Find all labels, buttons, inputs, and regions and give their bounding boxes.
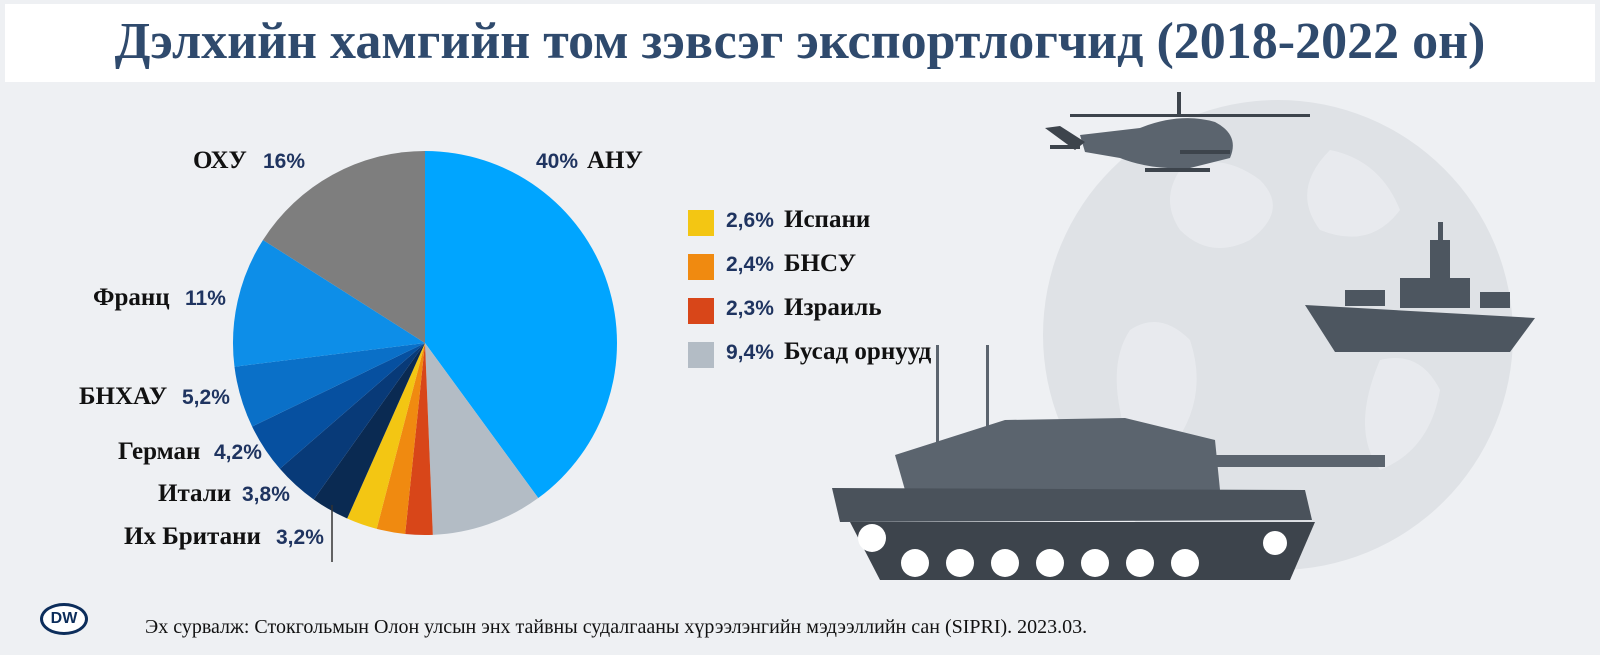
legend-label: Испани <box>784 206 871 233</box>
pie-slice <box>405 343 433 535</box>
legend-value: 2,6% <box>726 209 774 232</box>
legend-value: 2,4% <box>726 253 774 276</box>
legend-label: Бусад орнууд <box>784 338 932 365</box>
slice-label: Франц <box>93 284 170 311</box>
slice-value-label: 16% <box>263 150 305 173</box>
legend-swatch <box>688 210 714 236</box>
pie-chart: 40% АНУ Их Британи 3,2% Итали 3,8% Герман 4,2% Б… <box>79 92 1535 580</box>
legend-swatch <box>688 342 714 368</box>
slice-label: Их Британи <box>124 523 261 550</box>
slice-label: ОХУ <box>193 147 247 174</box>
slice-label: БНХАУ <box>79 383 167 410</box>
pie-slice <box>262 151 425 343</box>
slice-value-label: 5,2% <box>182 386 230 409</box>
slice-label: АНУ <box>587 147 643 174</box>
legend-value: 9,4% <box>726 341 774 364</box>
legend-value: 2,3% <box>726 297 774 320</box>
slice-value-label: 11% <box>185 287 226 310</box>
helicopter-icon <box>1045 92 1310 172</box>
pie-slice <box>252 343 425 469</box>
legend-label: Израиль <box>784 294 882 321</box>
pie-slice <box>376 343 425 534</box>
slice-label: Герман <box>118 438 200 465</box>
pie-slice <box>232 239 425 367</box>
pie-slice <box>347 343 425 529</box>
tank-icon <box>832 345 1385 580</box>
slice-value-label: 40% <box>536 150 578 173</box>
pie-slice <box>425 151 617 499</box>
slice-value-label: 3,8% <box>242 483 290 506</box>
pie-slice <box>313 343 425 519</box>
source-note: Эх сурвалж: Стокгольмын Олон улсын энх т… <box>145 616 1088 638</box>
legend-label: БНСУ <box>784 250 857 277</box>
title-bar: Дэлхийн хамгийн том зэвсэг экспортлогчид… <box>5 4 1595 82</box>
slice-label: Итали <box>158 480 231 507</box>
pie-slice <box>425 343 539 535</box>
slice-value-label: 4,2% <box>214 441 262 464</box>
warship-icon <box>1305 222 1535 352</box>
page-title: Дэлхийн хамгийн том зэвсэг экспортлогчид… <box>114 13 1486 70</box>
legend-swatch <box>688 298 714 324</box>
pie-slice <box>279 343 425 500</box>
slice-value-label: 3,2% <box>276 526 324 549</box>
dw-logo: DW <box>40 603 88 635</box>
legend-swatch <box>688 254 714 280</box>
pie-slice <box>234 343 425 427</box>
